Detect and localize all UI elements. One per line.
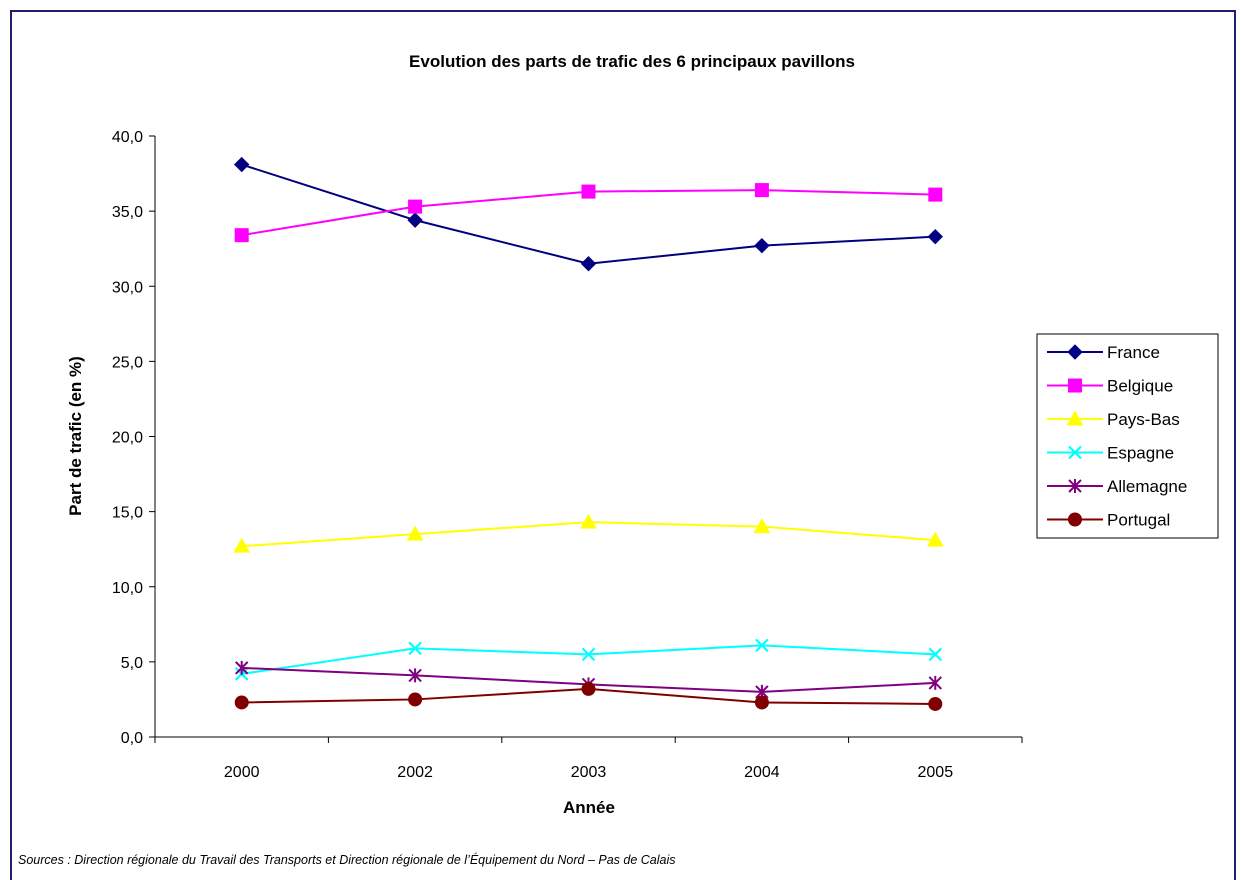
legend-marker-belgique bbox=[1068, 378, 1082, 393]
data-point-portugal bbox=[234, 695, 249, 710]
data-point-portugal bbox=[928, 696, 943, 711]
data-point-allemagne bbox=[234, 660, 249, 675]
legend-marker-espagne bbox=[1068, 445, 1082, 460]
data-point-belgique bbox=[408, 199, 423, 214]
x-tick-label: 2003 bbox=[571, 764, 607, 781]
legend: France Belgique Pays-Bas Espagne Allemagne Po… bbox=[1036, 333, 1219, 539]
data-point-pays-bas bbox=[406, 525, 424, 541]
series-line-espagne bbox=[241, 644, 936, 675]
data-point-pays-bas bbox=[233, 537, 251, 553]
data-point-france bbox=[927, 228, 944, 245]
chart-frame bbox=[10, 10, 1236, 880]
legend-label: Belgique bbox=[1107, 377, 1173, 396]
series-layer bbox=[233, 156, 944, 711]
series-line-france bbox=[241, 163, 936, 265]
source-note: Sources : Direction régionale du Travail… bbox=[18, 853, 676, 867]
y-tick-label: 40,0 bbox=[112, 129, 143, 146]
series-espagne bbox=[234, 638, 943, 681]
y-tick-label: 30,0 bbox=[112, 279, 143, 296]
data-point-france bbox=[233, 156, 250, 173]
legend-marker-portugal bbox=[1068, 512, 1082, 527]
data-point-pays-bas bbox=[926, 531, 944, 547]
y-tick-label: 0,0 bbox=[121, 730, 143, 747]
x-tick-label: 2005 bbox=[918, 764, 954, 781]
data-point-belgique bbox=[928, 187, 943, 202]
y-tick-label: 5,0 bbox=[121, 655, 143, 672]
axes bbox=[149, 135, 1023, 743]
x-tick-labels: 2000 2002 2003 2004 2005 bbox=[224, 764, 953, 781]
data-point-belgique bbox=[234, 228, 249, 243]
data-point-france bbox=[580, 256, 597, 272]
data-point-france bbox=[407, 212, 423, 228]
x-tick-label: 2000 bbox=[224, 764, 260, 781]
legend-marker-allemagne bbox=[1068, 479, 1082, 493]
data-point-espagne bbox=[928, 647, 943, 662]
data-point-belgique bbox=[754, 183, 769, 198]
data-point-pays-bas bbox=[580, 513, 597, 529]
data-point-allemagne bbox=[408, 668, 422, 683]
legend-marker-france bbox=[1067, 344, 1083, 360]
legend-item-belgique: Belgique bbox=[1047, 377, 1173, 396]
x-axis-title: Année bbox=[563, 798, 615, 817]
y-tick-label: 25,0 bbox=[112, 354, 143, 371]
y-tick-label: 15,0 bbox=[112, 505, 143, 522]
series-france bbox=[233, 156, 944, 272]
data-point-espagne bbox=[408, 641, 422, 656]
x-tick-label: 2002 bbox=[397, 764, 433, 781]
y-tick-label: 10,0 bbox=[112, 580, 143, 597]
data-point-portugal bbox=[408, 692, 423, 707]
chart-title: Evolution des parts de trafic des 6 prin… bbox=[409, 52, 855, 71]
series-portugal bbox=[234, 681, 943, 711]
legend-label: Allemagne bbox=[1107, 477, 1187, 496]
legend-item-portugal: Portugal bbox=[1047, 511, 1170, 530]
legend-item-allemagne: Allemagne bbox=[1047, 477, 1187, 496]
y-tick-labels: 0,0 5,0 10,0 15,0 20,0 25,0 30,0 35,0 40,0 bbox=[112, 129, 143, 747]
legend-label: France bbox=[1107, 343, 1160, 362]
data-point-portugal bbox=[754, 695, 769, 710]
legend-item-pays-bas: Pays-Bas bbox=[1047, 410, 1180, 429]
data-point-espagne bbox=[581, 647, 596, 662]
legend-label: Pays-Bas bbox=[1107, 410, 1180, 429]
y-tick-label: 20,0 bbox=[112, 430, 143, 447]
data-point-france bbox=[754, 237, 770, 254]
data-point-pays-bas bbox=[753, 518, 771, 534]
series-pays-bas bbox=[233, 513, 944, 553]
legend-label: Portugal bbox=[1107, 511, 1170, 530]
data-point-belgique bbox=[581, 184, 596, 199]
legend-box bbox=[1036, 333, 1219, 539]
y-tick-label: 35,0 bbox=[112, 204, 143, 221]
legend-marker-pays-bas bbox=[1066, 410, 1084, 426]
legend-item-france: France bbox=[1047, 343, 1160, 362]
data-point-portugal bbox=[581, 681, 596, 696]
y-axis-title: Part de trafic (en %) bbox=[66, 356, 85, 516]
legend-item-espagne: Espagne bbox=[1047, 444, 1174, 463]
series-belgique bbox=[234, 183, 943, 243]
data-point-allemagne bbox=[928, 675, 943, 690]
legend-label: Espagne bbox=[1107, 444, 1174, 463]
x-tick-label: 2004 bbox=[744, 764, 780, 781]
data-point-espagne bbox=[755, 638, 769, 653]
